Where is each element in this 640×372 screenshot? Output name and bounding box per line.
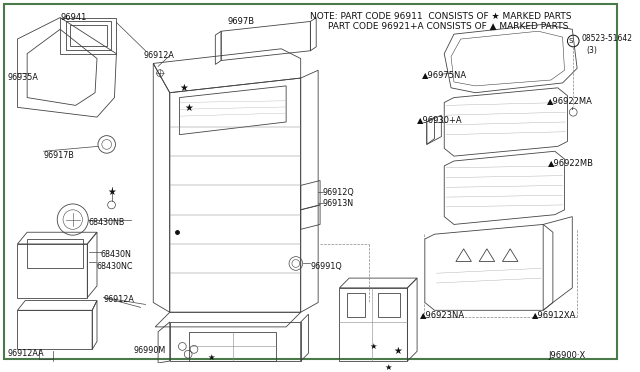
Text: 96912A: 96912A: [104, 295, 134, 304]
Text: 9697B: 9697B: [228, 17, 255, 26]
Text: 08523-51642: 08523-51642: [581, 34, 632, 43]
Text: ▲96923NA: ▲96923NA: [420, 310, 465, 319]
Text: ★: ★: [107, 187, 116, 198]
Text: ▲96922MA: ▲96922MA: [547, 96, 593, 105]
Text: 68430NB: 68430NB: [88, 218, 125, 227]
Text: 68430NC: 68430NC: [96, 262, 132, 270]
Text: 96912Q: 96912Q: [323, 188, 355, 197]
Text: ★: ★: [208, 353, 215, 362]
Text: 96917B: 96917B: [44, 151, 74, 160]
Text: ▲96930+A: ▲96930+A: [417, 115, 463, 124]
Text: 96990M: 96990M: [134, 346, 166, 355]
Text: ★: ★: [370, 341, 377, 350]
Text: 96935A: 96935A: [8, 73, 38, 82]
Text: ★: ★: [179, 83, 188, 93]
Text: PART CODE 96921+A CONSISTS OF ▲ MARKED PARTS: PART CODE 96921+A CONSISTS OF ▲ MARKED P…: [328, 22, 568, 31]
Text: ▲96922MB: ▲96922MB: [548, 158, 594, 167]
Text: 96941: 96941: [60, 13, 86, 22]
Text: 96912A: 96912A: [143, 51, 175, 60]
Text: S: S: [568, 38, 573, 44]
Text: 96912AA: 96912AA: [8, 349, 44, 358]
Text: ★: ★: [394, 346, 402, 356]
Text: 96913N: 96913N: [323, 199, 354, 208]
Text: ▲96975NA: ▲96975NA: [422, 70, 467, 79]
Text: J96900·X: J96900·X: [548, 351, 585, 360]
Text: ▲96912XA: ▲96912XA: [532, 310, 576, 319]
Text: 68430N: 68430N: [101, 250, 132, 259]
Text: (3): (3): [587, 46, 598, 55]
Text: ★: ★: [185, 102, 193, 112]
Text: ★: ★: [384, 363, 392, 372]
Text: NOTE: PART CODE 96911  CONSISTS OF ★ MARKED PARTS: NOTE: PART CODE 96911 CONSISTS OF ★ MARK…: [310, 12, 572, 21]
Text: 96991Q: 96991Q: [310, 262, 342, 270]
